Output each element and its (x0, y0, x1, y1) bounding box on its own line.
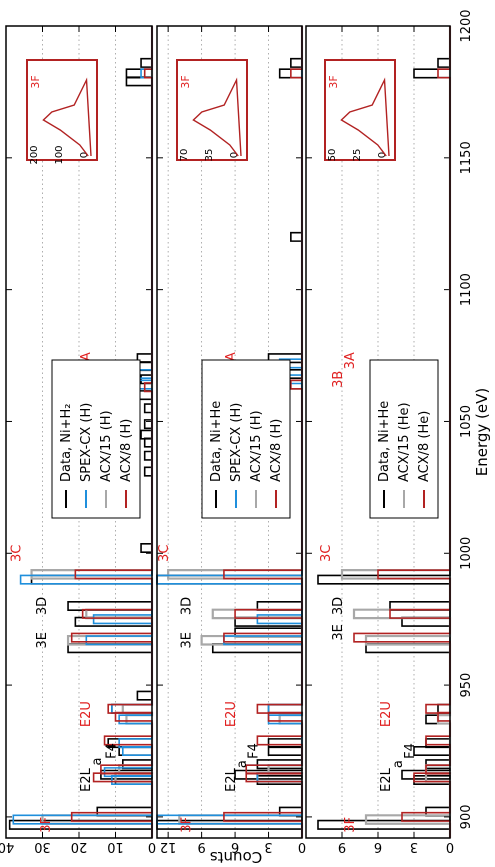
peak-label: F4 (403, 743, 418, 759)
x-tick-label: 900 (459, 804, 474, 829)
inset-series (42, 77, 92, 157)
inset-tick-label: 50 (327, 149, 338, 162)
peak-label: 3F (343, 817, 358, 833)
x-tick-label: 950 (459, 673, 474, 698)
y-axis-label: Counts (210, 848, 263, 863)
y-tick-label: 6 (374, 839, 382, 854)
inset-box (176, 59, 248, 161)
y-tick-label: 20 (71, 839, 88, 854)
panel-bottom: 03693FE2LaF4E2U3E3D3C3B3A4GData, Ni+HeAC… (305, 25, 454, 854)
inset-tick-label: 35 (204, 149, 215, 162)
peak-label: 3E (331, 624, 346, 641)
peak-label: a (90, 758, 105, 766)
inset-series (340, 77, 390, 157)
x-tick-label: 1150 (459, 141, 474, 174)
legend-entry: SPEX-CX (H) (79, 403, 94, 482)
y-tick-label: 9 (197, 839, 205, 854)
peak-label: a (235, 760, 250, 768)
peak-label: 3E (35, 632, 50, 649)
peak-label: 3D (179, 597, 194, 615)
legend-entry: ACX/15 (H) (99, 410, 114, 482)
peak-label: 3C (10, 545, 25, 562)
peak-label: a (391, 760, 406, 768)
peak-label: 3A (343, 352, 358, 369)
inset-tick-label: 0 (229, 152, 240, 158)
y-tick-label: 12 (160, 839, 177, 854)
inset-tick-label: 25 (352, 149, 363, 162)
legend-entry: ACX/8 (H) (119, 419, 134, 482)
inset-series (192, 77, 242, 157)
y-tick-label: 3 (264, 839, 272, 854)
panel-top: 0102030403FE2LaF4E2U3E3D3Cb3B3A4GData, N… (0, 25, 156, 854)
x-tick-label: 1000 (459, 537, 474, 570)
inset-label: 3F (29, 75, 42, 88)
x-tick-label: 1200 (459, 9, 474, 42)
panel-frame (5, 25, 153, 839)
legend-entry: ACX/15 (He) (397, 402, 412, 482)
series-acx8 (70, 26, 153, 838)
peak-label: 3F (39, 817, 54, 833)
inset-label: 3F (179, 75, 192, 88)
y-tick-label: 3 (410, 839, 418, 854)
peak-label: E2L (224, 767, 239, 791)
legend-entry: SPEX-CX (H) (229, 403, 244, 482)
panel-frame (305, 25, 451, 839)
legend-entry: Data, Ni+H₂ (59, 403, 74, 482)
peak-label: E2U (379, 701, 394, 727)
y-tick-label: 40 (0, 839, 14, 854)
legend-entry: Data, Ni+He (377, 401, 392, 482)
y-tick-label: 0 (148, 839, 156, 854)
inset-box (26, 59, 98, 161)
peak-label: F4 (105, 743, 120, 759)
x-tick-label: 1100 (459, 273, 474, 306)
series-data (317, 26, 451, 838)
peak-label: E2L (79, 767, 94, 791)
legend-entry: ACX/8 (He) (417, 411, 432, 482)
peak-label: 3C (157, 545, 172, 562)
peak-label: E2U (79, 701, 94, 727)
y-tick-label: 0 (446, 839, 454, 854)
peak-label: E2U (224, 701, 239, 727)
series-acx8 (223, 26, 303, 838)
y-tick-label: 30 (34, 839, 51, 854)
inset-tick-label: 200 (29, 145, 40, 164)
inset-tick-label: 100 (54, 145, 65, 164)
peak-label: E2L (379, 767, 394, 791)
peak-label: 3D (331, 597, 346, 615)
legend-entry: Data, Ni+He (209, 401, 224, 482)
inset-box (324, 59, 396, 161)
y-tick-label: 0 (298, 839, 306, 854)
inset-tick-label: 0 (79, 152, 90, 158)
panel-middle: 0369123FE2LaF4E2U3E3D3C3B3A4GData, Ni+He… (156, 25, 306, 854)
legend-entry: ACX/15 (H) (249, 410, 264, 482)
inset-tick-label: 0 (377, 152, 388, 158)
peak-label: 3F (179, 817, 194, 833)
peak-label: 3D (35, 597, 50, 615)
peak-label: F4 (246, 743, 261, 759)
peak-label: 3B (331, 371, 346, 388)
y-tick-label: 6 (231, 839, 239, 854)
legend-entry: ACX/8 (H) (269, 419, 284, 482)
peak-label: 3E (179, 632, 194, 649)
y-tick-label: 9 (338, 839, 346, 854)
y-tick-label: 10 (107, 839, 124, 854)
panel-frame (156, 25, 303, 839)
x-axis-label: Energy (eV) (473, 388, 491, 476)
inset-tick-label: 70 (179, 149, 190, 162)
peak-label: 3C (319, 545, 334, 562)
x-tick-label: 1050 (459, 405, 474, 438)
inset-label: 3F (327, 75, 340, 88)
